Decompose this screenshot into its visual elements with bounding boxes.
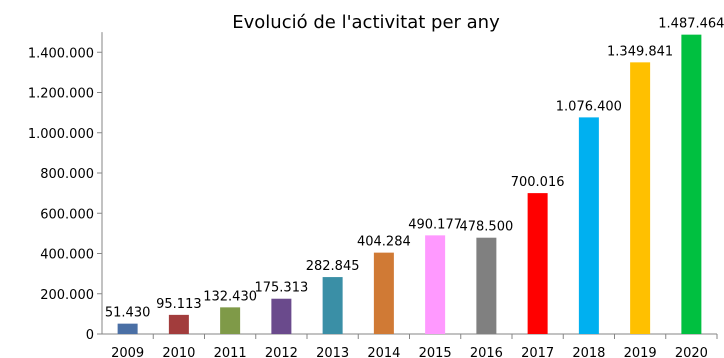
data-label: 700.016: [511, 175, 565, 190]
bar: [630, 62, 651, 335]
data-label: 51.430: [105, 306, 151, 321]
data-label: 95.113: [156, 297, 202, 312]
x-tick-label: 2016: [470, 346, 503, 358]
x-tick-label: 2013: [316, 346, 349, 358]
data-label: 175.313: [254, 281, 308, 296]
y-tick-label: 800.000: [40, 167, 94, 182]
x-tick-label: 2010: [162, 346, 195, 358]
x-tick-label: 2012: [265, 346, 298, 358]
y-tick-label: 1.000.000: [28, 127, 94, 142]
data-label: 1.349.841: [607, 44, 673, 59]
data-label: 132.430: [203, 289, 257, 304]
y-tick-label: 200.000: [40, 288, 94, 303]
bar: [168, 314, 189, 334]
y-tick-label: 600.000: [40, 207, 94, 222]
x-tick-label: 2011: [214, 346, 247, 358]
bar: [527, 193, 548, 334]
bar: [578, 117, 599, 334]
bar: [681, 34, 702, 335]
data-label: 1.487.464: [658, 17, 724, 32]
data-label: 1.076.400: [556, 99, 622, 114]
y-tick-label: 0: [86, 328, 94, 343]
x-tick-label: 2014: [367, 346, 400, 358]
bar: [220, 307, 241, 334]
x-tick-label: 2019: [624, 346, 657, 358]
bars: [117, 34, 702, 335]
bar: [271, 298, 292, 334]
bar: [476, 237, 497, 334]
chart-title: Evolució de l'activitat per any: [232, 12, 500, 33]
axes: 0 200.000 400.000 600.000 800.000 1.000.000 1.…: [28, 32, 718, 358]
y-tick-label: 1.400.000: [28, 46, 94, 61]
data-label: 282.845: [306, 259, 360, 274]
x-tick-label: 2015: [419, 346, 452, 358]
x-tick-label: 2009: [111, 346, 144, 358]
bar: [425, 235, 446, 334]
x-tick-label: 2017: [521, 346, 554, 358]
data-label: 490.177: [408, 217, 462, 232]
bar: [117, 323, 138, 334]
y-tick-label: 400.000: [40, 248, 94, 263]
y-tick-label: 1.200.000: [28, 87, 94, 102]
bar: [322, 277, 343, 334]
data-label: 404.284: [357, 235, 411, 250]
bar: [373, 252, 394, 334]
data-label: 478.500: [459, 220, 513, 235]
x-tick-label: 2018: [572, 346, 605, 358]
x-tick-label: 2020: [675, 346, 708, 358]
